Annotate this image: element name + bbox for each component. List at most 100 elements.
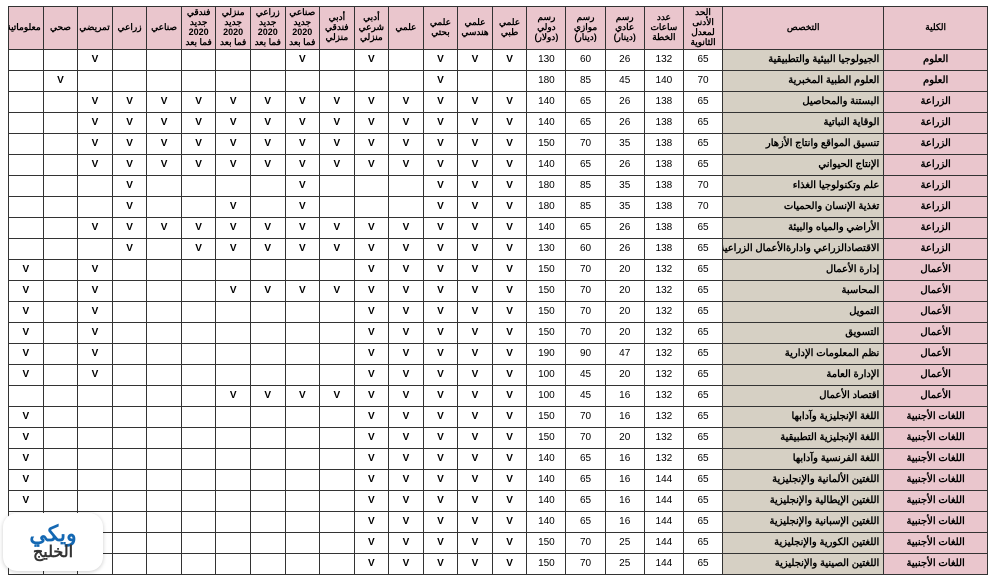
cell-check: V: [9, 301, 44, 322]
table-row: اللغات الأجنبيةاللغة الفرنسية وآدابها651…: [9, 448, 988, 469]
cell-number: 144: [644, 469, 683, 490]
cell-number: 70: [566, 259, 605, 280]
table-row: اللغات الأجنبيةاللغتين الإسبانية والإنجل…: [9, 511, 988, 532]
cell-number: 138: [644, 217, 683, 238]
cell-college: الزراعة: [884, 154, 988, 175]
cell-check: [216, 427, 251, 448]
cell-check: V: [112, 154, 147, 175]
cell-check: V: [389, 217, 424, 238]
cell-number: 132: [644, 364, 683, 385]
cell-college: الأعمال: [884, 364, 988, 385]
cell-check: V: [78, 301, 113, 322]
table-row: اللغات الأجنبيةاللغة الإنجليزية وآدابها6…: [9, 406, 988, 427]
cell-check: [285, 427, 320, 448]
cell-check: [147, 175, 182, 196]
cell-check: [181, 469, 216, 490]
cell-check: [181, 196, 216, 217]
cell-number: 144: [644, 490, 683, 511]
cell-college: اللغات الأجنبية: [884, 553, 988, 574]
cell-check: V: [354, 448, 389, 469]
cell-check: V: [389, 301, 424, 322]
cell-check: [112, 364, 147, 385]
cell-number: 26: [605, 49, 644, 70]
cell-check: [43, 280, 78, 301]
cell-number: 65: [683, 511, 722, 532]
cell-check: [43, 154, 78, 175]
cell-number: 26: [605, 91, 644, 112]
table-row: العلومالجيولوجيا البيئية والتطبيقية65132…: [9, 49, 988, 70]
cell-check: V: [285, 175, 320, 196]
cell-check: V: [320, 112, 355, 133]
cell-check: [250, 196, 285, 217]
cell-college: اللغات الأجنبية: [884, 511, 988, 532]
cell-number: 150: [527, 427, 566, 448]
col-header: عدد ساعات الخطة: [644, 7, 683, 50]
cell-check: [216, 511, 251, 532]
cell-check: V: [112, 112, 147, 133]
cell-number: 35: [605, 175, 644, 196]
table-row: الزراعةالوقاية النباتية651382665140VVVVV…: [9, 112, 988, 133]
cell-number: 20: [605, 364, 644, 385]
cell-check: [354, 70, 389, 91]
cell-number: 70: [566, 133, 605, 154]
cell-check: [43, 385, 78, 406]
table-row: الأعمالالتسويق651322070150VVVVVVV: [9, 322, 988, 343]
cell-college: الأعمال: [884, 385, 988, 406]
cell-check: [216, 322, 251, 343]
cell-check: V: [492, 175, 527, 196]
table-row: الأعمالالمحاسبة651322070150VVVVVVVVVVV: [9, 280, 988, 301]
cell-check: [389, 196, 424, 217]
cell-check: V: [216, 133, 251, 154]
cell-check: V: [458, 427, 493, 448]
cell-check: [320, 70, 355, 91]
cell-check: [147, 301, 182, 322]
cell-check: V: [389, 469, 424, 490]
cell-check: [181, 343, 216, 364]
cell-number: 150: [527, 280, 566, 301]
cell-check: V: [320, 385, 355, 406]
cell-check: V: [492, 196, 527, 217]
cell-check: [181, 427, 216, 448]
cell-number: 65: [566, 217, 605, 238]
cell-number: 140: [527, 511, 566, 532]
site-logo: ويكي الخليج: [3, 513, 103, 571]
cell-check: V: [492, 238, 527, 259]
cell-check: [181, 511, 216, 532]
cell-check: [43, 259, 78, 280]
cell-check: [320, 490, 355, 511]
cell-check: V: [389, 553, 424, 574]
cell-number: 70: [683, 196, 722, 217]
cell-check: [112, 322, 147, 343]
cell-check: [43, 322, 78, 343]
cell-check: V: [458, 91, 493, 112]
col-header: صناعي: [147, 7, 182, 50]
cell-check: V: [354, 112, 389, 133]
cell-check: V: [492, 301, 527, 322]
cell-check: V: [423, 238, 458, 259]
cell-check: V: [492, 133, 527, 154]
cell-check: [320, 322, 355, 343]
cell-check: V: [389, 448, 424, 469]
cell-check: V: [389, 154, 424, 175]
cell-check: V: [492, 154, 527, 175]
cell-check: [320, 364, 355, 385]
cell-check: V: [285, 385, 320, 406]
cell-check: [250, 343, 285, 364]
cell-check: [389, 70, 424, 91]
cell-check: [216, 259, 251, 280]
cell-check: V: [250, 217, 285, 238]
cell-check: V: [492, 553, 527, 574]
cell-spec: البستنة والمحاصيل: [723, 91, 884, 112]
cell-number: 16: [605, 469, 644, 490]
cell-check: [250, 301, 285, 322]
cell-number: 16: [605, 385, 644, 406]
cell-check: V: [389, 406, 424, 427]
cell-check: V: [492, 448, 527, 469]
table-wrap: الكليةالتخصصالحد الأدنى لمعدل الثانويةعد…: [8, 6, 988, 575]
col-header: منزلي جديد 2020 فما بعد: [216, 7, 251, 50]
cell-check: [147, 343, 182, 364]
cell-check: [78, 490, 113, 511]
table-row: اللغات الأجنبيةاللغتين الألمانية والإنجل…: [9, 469, 988, 490]
cell-check: [43, 406, 78, 427]
cell-number: 16: [605, 448, 644, 469]
